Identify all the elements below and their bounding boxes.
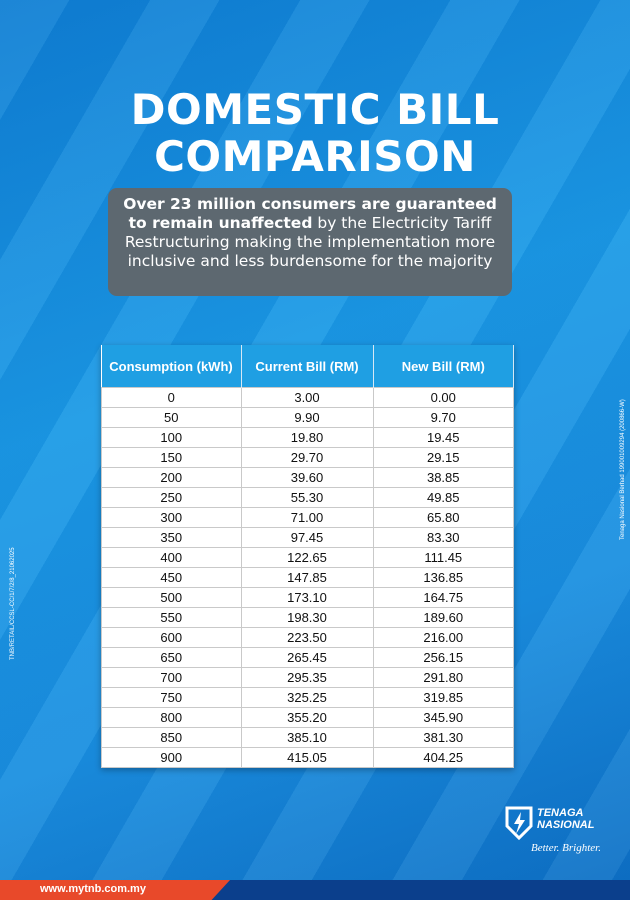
table-cell: 9.70 xyxy=(372,407,514,428)
table-cell: 500 xyxy=(101,587,242,608)
table-row: 600 223.50 216.00 xyxy=(101,627,514,648)
table-row: 250 55.30 49.85 xyxy=(101,487,514,508)
table-cell: 550 xyxy=(101,607,242,628)
table-cell: 250 xyxy=(101,487,242,508)
header-cell: Current Bill (RM) xyxy=(241,345,374,388)
table-cell: 71.00 xyxy=(240,507,374,528)
table-cell: 29.15 xyxy=(372,447,514,468)
table-cell: 381.30 xyxy=(372,727,514,748)
logo-text: NASIONAL xyxy=(537,819,595,831)
table-row: 350 97.45 83.30 xyxy=(101,527,514,548)
table-row: 750 325.25 319.85 xyxy=(101,687,514,708)
logo-icon xyxy=(505,806,533,840)
table-row: 550 198.30 189.60 xyxy=(101,607,514,628)
table-row: 700 295.35 291.80 xyxy=(101,667,514,688)
table-cell: 650 xyxy=(101,647,242,668)
table-cell: 29.70 xyxy=(240,447,374,468)
table-cell: 65.80 xyxy=(372,507,514,528)
table-cell: 0 xyxy=(101,387,242,408)
table-cell: 450 xyxy=(101,567,242,588)
bill-table: Consumption (kWh) Current Bill (RM) New … xyxy=(101,345,514,768)
side-company: Tenaga Nasional Berhad 199001009294 (200… xyxy=(620,399,626,540)
table-cell: 19.45 xyxy=(372,427,514,448)
subtitle-bold: Over 23 million consumers are guaranteed… xyxy=(123,195,497,232)
table-cell: 404.25 xyxy=(372,747,514,768)
table-row: 0 3.00 0.00 xyxy=(101,387,514,408)
table-cell: 223.50 xyxy=(240,627,374,648)
subtitle-text: by the Electricity Tariff Restructuring … xyxy=(124,214,496,270)
table-row: 200 39.60 38.85 xyxy=(101,467,514,488)
table-cell: 0.00 xyxy=(372,387,514,408)
table-cell: 147.85 xyxy=(240,567,374,588)
table-cell: 83.30 xyxy=(372,527,514,548)
table-cell: 319.85 xyxy=(372,687,514,708)
table-cell: 345.90 xyxy=(372,707,514,728)
side-code: TNB/RETAIL/CCSL-CC/1/7/2/8_21062025 xyxy=(10,547,16,660)
table-cell: 291.80 xyxy=(372,667,514,688)
table-row: 400 122.65 111.45 xyxy=(101,547,514,568)
logo: TENAGA NASIONAL Better. Brighter. xyxy=(503,806,613,862)
header-cell: Consumption (kWh) xyxy=(101,345,242,388)
table-row: 100 19.80 19.45 xyxy=(101,427,514,448)
table-cell: 265.45 xyxy=(240,647,374,668)
table-cell: 800 xyxy=(101,707,242,728)
table-cell: 600 xyxy=(101,627,242,648)
table-cell: 325.25 xyxy=(240,687,374,708)
table-row: 800 355.20 345.90 xyxy=(101,707,514,728)
table-cell: 97.45 xyxy=(240,527,374,548)
table-cell: 111.45 xyxy=(372,547,514,568)
table-cell: 700 xyxy=(101,667,242,688)
table-cell: 189.60 xyxy=(372,607,514,628)
table-cell: 150 xyxy=(101,447,242,468)
table-cell: 300 xyxy=(101,507,242,528)
table-cell: 355.20 xyxy=(240,707,374,728)
table-cell: 164.75 xyxy=(372,587,514,608)
title-line: DOMESTIC BILL xyxy=(130,85,500,134)
subtitle-box: Over 23 million consumers are guaranteed… xyxy=(108,188,512,296)
footer: www.mytnb.com.my xyxy=(0,880,630,900)
table-cell: 200 xyxy=(101,467,242,488)
title-line: COMPARISON xyxy=(154,132,476,181)
table-cell: 256.15 xyxy=(372,647,514,668)
table-cell: 400 xyxy=(101,547,242,568)
logo-tagline: Better. Brighter. xyxy=(531,842,601,854)
table-cell: 295.35 xyxy=(240,667,374,688)
table-cell: 850 xyxy=(101,727,242,748)
table-cell: 50 xyxy=(101,407,242,428)
table-cell: 173.10 xyxy=(240,587,374,608)
table-cell: 19.80 xyxy=(240,427,374,448)
table-cell: 55.30 xyxy=(240,487,374,508)
table-cell: 39.60 xyxy=(240,467,374,488)
header-cell: New Bill (RM) xyxy=(373,345,514,388)
table-row: 300 71.00 65.80 xyxy=(101,507,514,528)
table-cell: 49.85 xyxy=(372,487,514,508)
table-cell: 198.30 xyxy=(240,607,374,628)
table-row: 850 385.10 381.30 xyxy=(101,727,514,748)
footer-accent xyxy=(0,880,230,900)
table-cell: 136.85 xyxy=(372,567,514,588)
table-cell: 385.10 xyxy=(240,727,374,748)
table-cell: 350 xyxy=(101,527,242,548)
logo-text: TENAGA xyxy=(537,807,584,819)
table-row: 900 415.05 404.25 xyxy=(101,747,514,768)
header-row: Consumption (kWh) Current Bill (RM) New … xyxy=(101,345,514,388)
title: DOMESTIC BILL COMPARISON xyxy=(0,86,630,180)
table-cell: 9.90 xyxy=(240,407,374,428)
table-cell: 38.85 xyxy=(372,467,514,488)
table-cell: 122.65 xyxy=(240,547,374,568)
table-cell: 216.00 xyxy=(372,627,514,648)
table-row: 50 9.90 9.70 xyxy=(101,407,514,428)
footer-url: www.mytnb.com.my xyxy=(40,883,146,895)
table-row: 150 29.70 29.15 xyxy=(101,447,514,468)
table-cell: 900 xyxy=(101,747,242,768)
table-cell: 3.00 xyxy=(240,387,374,408)
table-body: 0 3.00 0.00 50 9.90 9.70 100 19.80 19.45 150 29.70… xyxy=(101,387,514,768)
table-row: 450 147.85 136.85 xyxy=(101,567,514,588)
table-row: 500 173.10 164.75 xyxy=(101,587,514,608)
table-cell: 415.05 xyxy=(240,747,374,768)
table-cell: 750 xyxy=(101,687,242,708)
table-row: 650 265.45 256.15 xyxy=(101,647,514,668)
table-cell: 100 xyxy=(101,427,242,448)
